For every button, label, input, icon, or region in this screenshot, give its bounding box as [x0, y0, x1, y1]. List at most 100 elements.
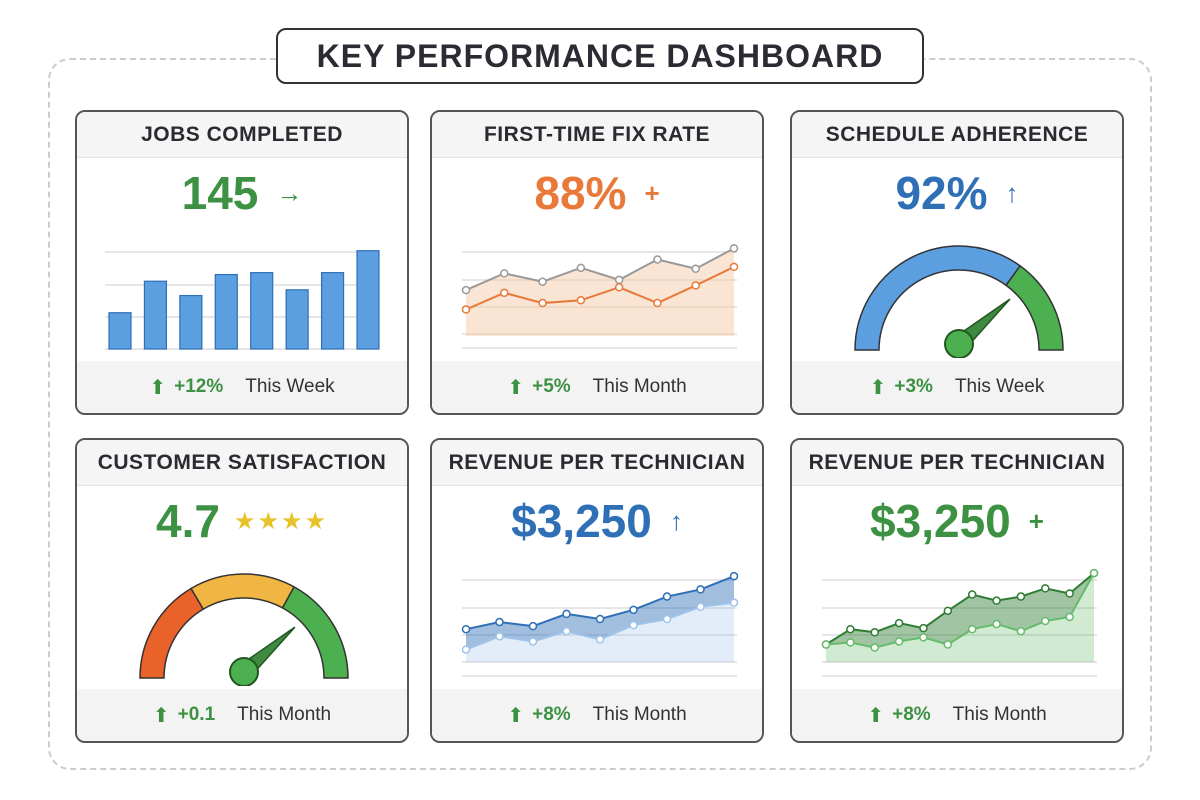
data-point	[614, 283, 624, 292]
kpi-card: JOBS COMPLETED 145 → ⬆ +12% This Week	[75, 110, 409, 415]
data-point	[696, 585, 705, 594]
kpi-chart	[461, 244, 739, 349]
change-value: +0.1	[177, 704, 216, 725]
arrow-right-icon: →	[276, 177, 303, 208]
period-label: This Month	[592, 704, 687, 725]
kpi-card: CUSTOMER SATISFACTION 4.7 ★★★★ ⬆ +0.1 This …	[75, 438, 409, 743]
data-point	[1065, 612, 1074, 622]
period-label: This Month	[952, 704, 1047, 725]
arrow-up-icon: ⬆	[869, 376, 887, 399]
kpi-chart	[854, 245, 1064, 358]
arrow-up-icon: ⬆	[507, 704, 525, 727]
card-title: REVENUE PER TECHNICIAN	[432, 440, 762, 486]
card-footer: ⬆ +0.1 This Month	[77, 689, 407, 741]
bar	[179, 294, 203, 350]
change-value: +5%	[532, 376, 571, 397]
bar	[108, 312, 132, 350]
data-point	[562, 609, 571, 619]
data-point	[629, 605, 638, 615]
data-point	[562, 626, 571, 636]
card-footer: ⬆ +5% This Month	[432, 361, 762, 413]
kpi-value: $3,250	[511, 495, 652, 547]
data-point	[1016, 626, 1026, 636]
period-label: This Week	[245, 376, 335, 397]
bar	[320, 272, 345, 350]
data-point	[691, 281, 700, 290]
change-value: +3%	[894, 376, 933, 397]
gauge-segment	[139, 587, 205, 679]
data-point	[461, 645, 471, 654]
data-point	[870, 643, 879, 652]
data-point	[461, 624, 471, 634]
period-label: This Month	[592, 376, 687, 397]
bar	[143, 280, 168, 350]
series-line	[465, 265, 735, 311]
data-point	[729, 244, 739, 253]
data-point	[461, 305, 471, 314]
data-point	[528, 637, 538, 646]
data-point	[1041, 616, 1050, 626]
kpi-value: 92%	[895, 167, 988, 219]
data-point	[461, 285, 471, 295]
change-value: +12%	[174, 376, 224, 397]
data-point	[495, 632, 504, 641]
rating-stars-icon: ★★★★	[233, 507, 328, 535]
data-point	[1065, 589, 1074, 598]
data-point	[629, 620, 638, 630]
card-footer: ⬆ +8% This Month	[432, 689, 762, 741]
data-point	[595, 635, 605, 644]
data-point	[943, 606, 953, 616]
data-point	[967, 590, 977, 599]
data-point	[846, 624, 855, 634]
data-point	[1041, 584, 1050, 593]
data-point	[967, 624, 977, 634]
data-point	[653, 255, 662, 264]
plus-icon: +	[644, 177, 660, 208]
data-point	[614, 275, 624, 285]
card-title: SCHEDULE ADHERENCE	[792, 112, 1122, 158]
area-fill	[466, 248, 734, 336]
data-point	[870, 628, 879, 637]
arrow-up-icon: ⬆	[149, 376, 167, 399]
kpi-value: 145	[181, 167, 259, 219]
gauge-segment	[190, 573, 296, 611]
card-title: FIRST-TIME FIX RATE	[432, 112, 762, 158]
kpi-chart	[821, 568, 1099, 677]
area-fill	[466, 602, 734, 662]
kpi-card: SCHEDULE ADHERENCE 92% ↑ ⬆ +3% This Week	[790, 110, 1124, 415]
data-point	[500, 269, 509, 278]
bar	[250, 272, 274, 350]
data-point	[729, 571, 739, 581]
data-point	[538, 277, 547, 286]
kpi-value: 88%	[534, 167, 627, 219]
data-point	[894, 618, 904, 628]
change-value: +8%	[532, 704, 571, 725]
kpi-chart	[139, 573, 349, 686]
data-point	[696, 602, 705, 612]
bar	[285, 289, 309, 350]
period-label: This Month	[237, 704, 332, 725]
data-point	[662, 592, 672, 601]
data-point	[992, 619, 1001, 629]
kpi-chart	[105, 250, 380, 350]
data-point	[894, 637, 904, 646]
data-point	[919, 633, 928, 642]
data-point	[729, 598, 739, 607]
data-point	[919, 623, 928, 633]
gauge-hub	[944, 329, 974, 358]
card-footer: ⬆ +12% This Week	[77, 361, 407, 413]
band-fill	[826, 573, 1094, 648]
data-point	[691, 264, 700, 273]
gauge-hub	[229, 657, 259, 686]
plus-icon: +	[1028, 505, 1044, 536]
arrow-up-icon: ⬆	[507, 376, 525, 399]
gauge-segment	[281, 585, 349, 679]
card-footer: ⬆ +3% This Week	[792, 361, 1122, 413]
data-point	[846, 638, 855, 647]
page-title: KEY PERFORMANCE DASHBOARD	[276, 28, 924, 84]
data-point	[528, 621, 538, 631]
data-point	[500, 288, 509, 298]
data-point	[538, 298, 547, 308]
bar	[356, 250, 380, 350]
gauge-segment	[1004, 264, 1064, 351]
